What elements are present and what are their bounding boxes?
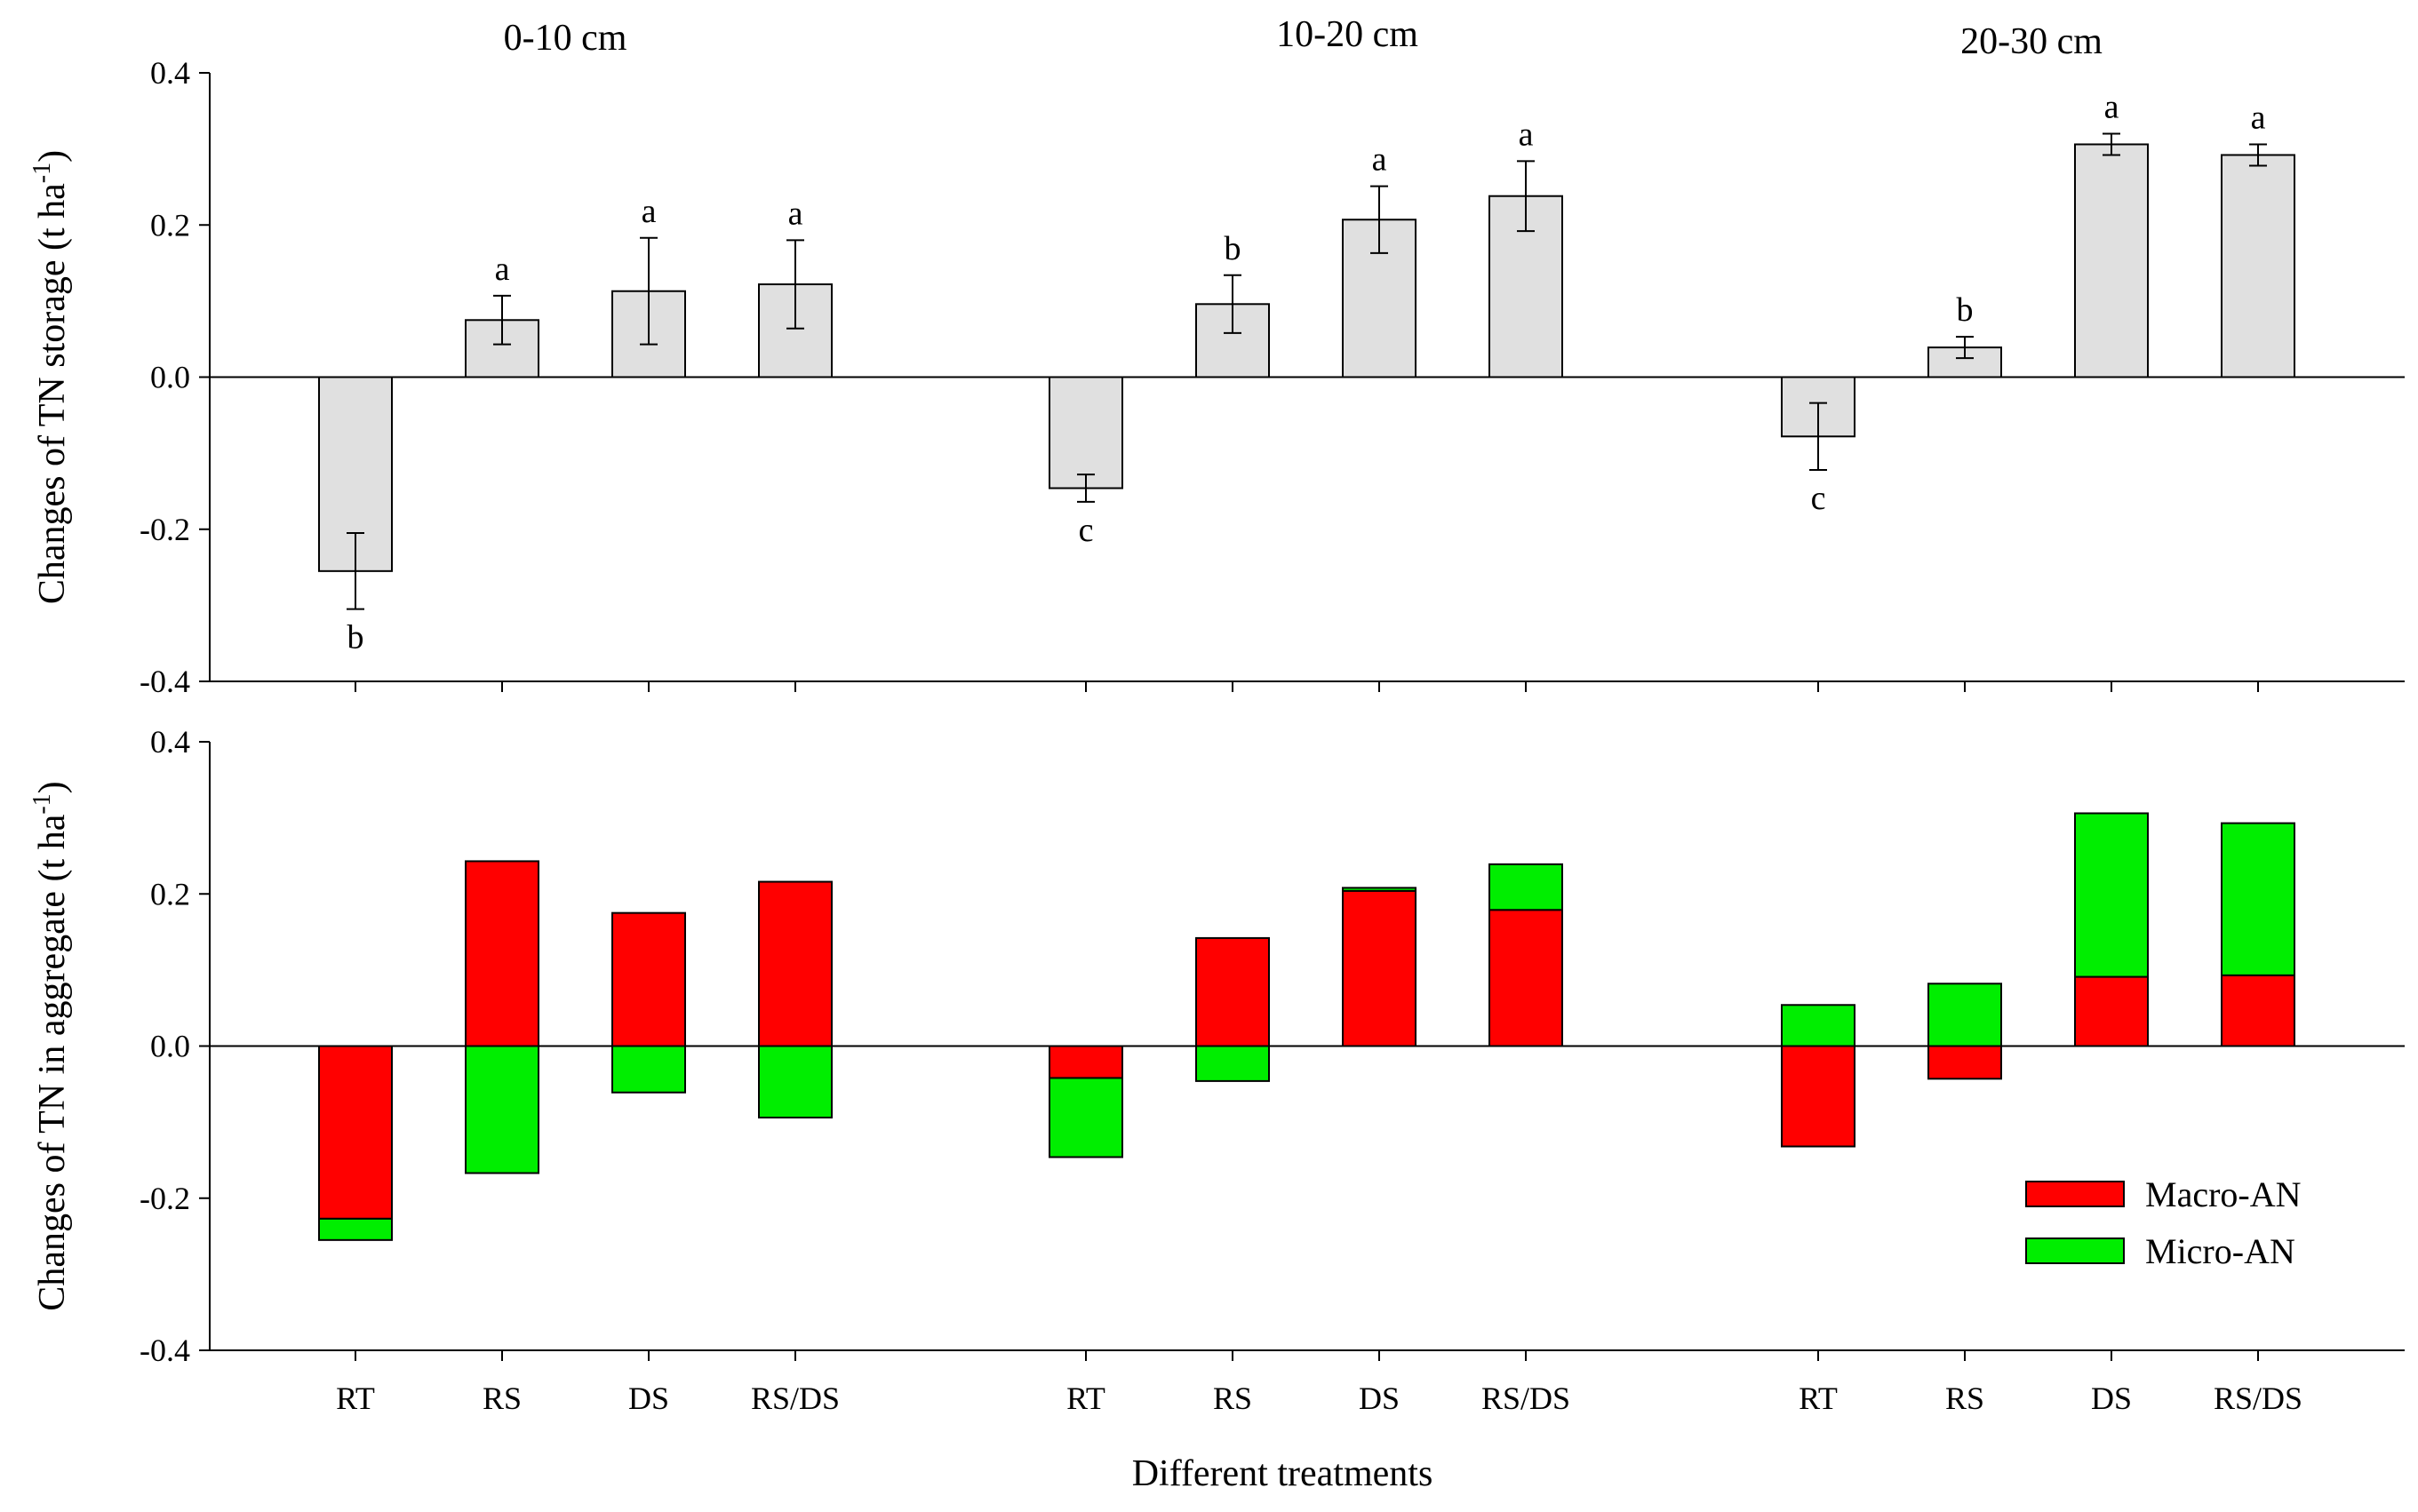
legend: Macro-AN Micro-AN xyxy=(2025,1174,2302,1271)
bar-segment xyxy=(2221,974,2295,1047)
bottom-panel: -0.4 -0.2 0.0 0.2 0.4 Changes of TN in aggreg… xyxy=(28,724,2405,1416)
bottom-y-tick-label: -0.2 xyxy=(140,1181,190,1216)
bar-segment xyxy=(1927,1045,2002,1080)
x-tick-label: DS xyxy=(1359,1381,1400,1416)
bottom-y-tick-label: 0.2 xyxy=(150,876,190,911)
bar-segment xyxy=(318,1045,393,1220)
significance-letter: a xyxy=(788,195,803,232)
bottom-y-tick-label: -0.4 xyxy=(140,1333,190,1368)
top-y-tick-label: 0.4 xyxy=(150,55,190,91)
bar-segment xyxy=(1195,936,1270,1047)
bar-segment xyxy=(758,880,833,1047)
bar-segment xyxy=(611,1045,686,1094)
bar-segment xyxy=(1488,863,1563,911)
x-axis-label: Different treatments xyxy=(1132,1453,1433,1494)
bar-segment xyxy=(465,1045,539,1174)
x-tick-label: RT xyxy=(1799,1381,1838,1416)
bar-segment xyxy=(1781,1004,1855,1047)
bottom-y-axis-label: Changes of TN in aggregate (t ha-1) xyxy=(28,781,73,1310)
bar-segment xyxy=(1049,1045,1123,1079)
significance-letter: b xyxy=(347,619,364,657)
group-title: 20-30 cm xyxy=(1960,21,2103,62)
x-tick-label: RS xyxy=(1945,1381,1984,1416)
bar-segment xyxy=(1927,983,2002,1047)
bar-segment xyxy=(2074,975,2149,1047)
bar-segment xyxy=(1488,909,1563,1047)
bottom-y-tick-label: 0.0 xyxy=(150,1029,190,1064)
bar-segment xyxy=(318,1217,393,1241)
significance-letter: c xyxy=(1079,512,1094,549)
significance-letter: a xyxy=(1372,141,1387,179)
significance-letter: a xyxy=(642,193,657,230)
bottom-y-tick-label: 0.4 xyxy=(150,724,190,760)
x-tick-label: DS xyxy=(2091,1381,2132,1416)
x-tick-label: DS xyxy=(628,1381,669,1416)
x-tick-label: RT xyxy=(336,1381,375,1416)
top-panel: -0.4 -0.2 0.0 0.2 0.4 Changes of TN storage (… xyxy=(28,14,2405,699)
bar-segment xyxy=(1342,889,1416,1047)
top-y-tick-label: 0.0 xyxy=(150,360,190,395)
legend-swatch xyxy=(2025,1181,2125,1207)
x-tick-label: RS xyxy=(1213,1381,1252,1416)
group-title: 10-20 cm xyxy=(1276,14,1418,55)
x-tick-label: RT xyxy=(1066,1381,1105,1416)
bar-segment xyxy=(2074,812,2149,978)
bar-segment xyxy=(1195,1045,1270,1082)
bar xyxy=(2074,143,2149,378)
x-tick-label: RS/DS xyxy=(751,1381,840,1416)
bar-segment xyxy=(1342,887,1416,892)
bar-segment xyxy=(1781,1045,1855,1148)
bar-segment xyxy=(465,860,539,1047)
x-tick-label: RS/DS xyxy=(2214,1381,2302,1416)
legend-swatch xyxy=(2025,1237,2125,1264)
top-y-tick-label: -0.4 xyxy=(140,664,190,699)
significance-letter: a xyxy=(2104,89,2119,126)
bar-segment xyxy=(2221,822,2295,976)
bar-segment xyxy=(758,1045,833,1118)
x-tick-label: RS/DS xyxy=(1481,1381,1570,1416)
bar-segment xyxy=(611,911,686,1047)
top-y-tick-label: -0.2 xyxy=(140,512,190,547)
bar xyxy=(2221,154,2295,378)
top-y-tick-label: 0.2 xyxy=(150,207,190,243)
legend-label: Micro-AN xyxy=(2145,1231,2295,1271)
significance-letter: b xyxy=(1957,291,1974,329)
bar xyxy=(1049,376,1123,489)
significance-letter: a xyxy=(2251,99,2266,136)
top-y-axis-label: Changes of TN storage (t ha-1) xyxy=(28,150,73,604)
significance-letter: c xyxy=(1811,480,1826,517)
legend-label: Macro-AN xyxy=(2145,1174,2302,1214)
bar-segment xyxy=(1049,1077,1123,1158)
significance-letter: a xyxy=(1519,115,1534,153)
x-tick-label: RS xyxy=(483,1381,522,1416)
significance-letter: b xyxy=(1225,230,1241,267)
group-title: 0-10 cm xyxy=(504,18,627,59)
significance-letter: a xyxy=(495,251,510,288)
